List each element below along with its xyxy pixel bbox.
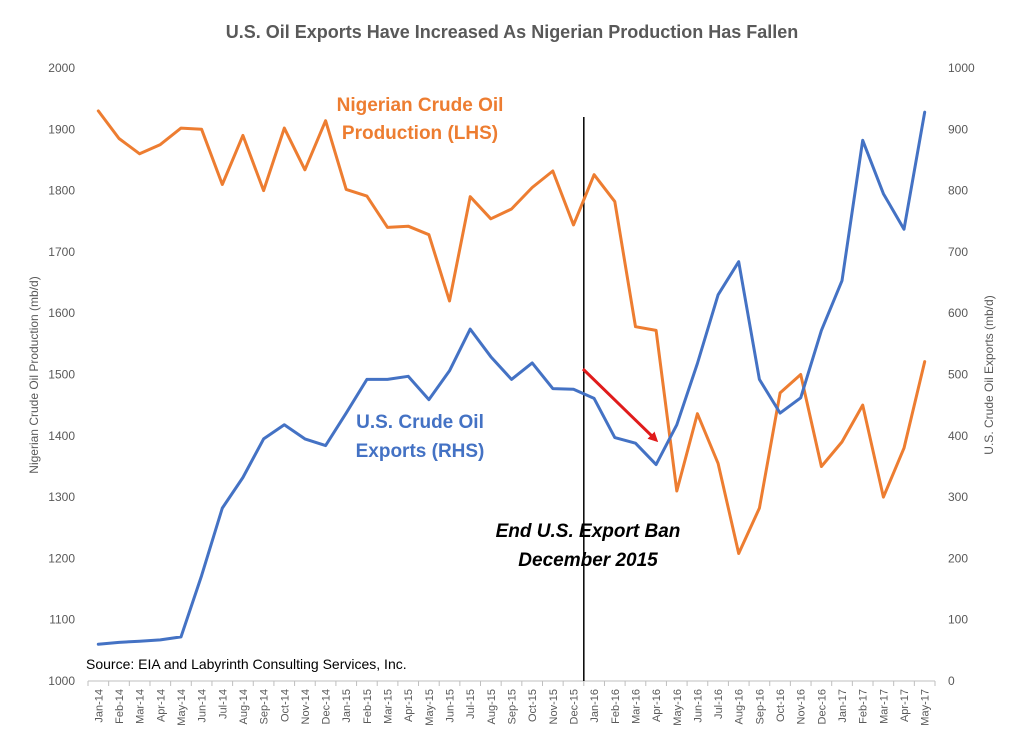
x-tick-label: Jan-17 xyxy=(837,689,849,723)
left-y-tick-label: 1700 xyxy=(48,245,75,259)
x-tick-label: Mar-14 xyxy=(135,689,147,724)
event-label-line1: End U.S. Export Ban xyxy=(496,521,681,542)
right-y-tick-label: 600 xyxy=(948,306,968,320)
x-tick-label: Jun-16 xyxy=(692,689,704,723)
x-tick-label: Aug-14 xyxy=(238,689,250,724)
x-tick-label: Feb-17 xyxy=(858,689,870,724)
x-tick-label: Oct-14 xyxy=(279,689,291,722)
x-tick-label: Dec-16 xyxy=(816,689,828,724)
blue-series-label: U.S. Crude Oil Exports (RHS) xyxy=(356,412,485,462)
x-tick-label: Jul-14 xyxy=(217,689,229,719)
x-tick-label: Jun-14 xyxy=(197,689,209,723)
x-tick-label: Feb-14 xyxy=(114,689,126,724)
left-y-tick-label: 2000 xyxy=(48,61,75,75)
x-tick-label: Aug-15 xyxy=(486,689,498,724)
left-y-tick-label: 1600 xyxy=(48,306,75,320)
right-y-tick-label: 400 xyxy=(948,429,968,443)
left-y-axis-label: Nigerian Crude Oil Production (mb/d) xyxy=(27,276,41,473)
source-note: Source: EIA and Labyrinth Consulting Ser… xyxy=(86,656,407,672)
right-y-tick-label: 900 xyxy=(948,122,968,136)
x-tick-label: Feb-16 xyxy=(610,689,622,724)
right-y-ticks: 0 100 200 300 400 500 600 700 800 900 1000 xyxy=(948,61,975,688)
x-tick-label: May-17 xyxy=(920,689,932,726)
nigerian-production-line xyxy=(96,109,927,555)
orange-label-line2: Production (LHS) xyxy=(342,123,498,144)
x-tick-label: Apr-14 xyxy=(155,689,167,722)
left-y-tick-label: 1900 xyxy=(48,122,75,136)
x-tick-label: Sep-15 xyxy=(507,689,519,724)
us-exports-line xyxy=(96,110,927,646)
x-ticks: Jan-14 Feb-14 Mar-14 Apr-14 May-14 Jun-14 Jul-… xyxy=(87,681,936,726)
left-y-tick-label: 1500 xyxy=(48,368,75,382)
x-tick-label: Jul-16 xyxy=(713,689,725,719)
x-tick-label: Sep-14 xyxy=(259,689,271,724)
right-y-tick-label: 1000 xyxy=(948,61,975,75)
decline-arrow xyxy=(581,367,659,443)
left-y-tick-label: 1000 xyxy=(48,674,75,688)
orange-label-line1: Nigerian Crude Oil xyxy=(337,95,504,116)
right-y-axis-label: U.S. Crude Oil Exports (mb/d) xyxy=(982,295,996,454)
x-tick-label: Apr-16 xyxy=(651,689,663,722)
right-y-tick-label: 800 xyxy=(948,184,968,198)
x-tick-label: Nov-16 xyxy=(796,689,808,724)
right-y-tick-label: 0 xyxy=(948,674,955,688)
left-y-tick-label: 1100 xyxy=(49,613,75,627)
right-y-tick-label: 700 xyxy=(948,245,968,259)
orange-series-label: Nigerian Crude Oil Production (LHS) xyxy=(337,95,504,144)
left-y-tick-label: 1300 xyxy=(48,490,75,504)
x-tick-label: Jan-15 xyxy=(341,689,353,723)
series-group xyxy=(96,109,927,646)
x-tick-label: May-14 xyxy=(176,689,188,726)
x-tick-label: Nov-14 xyxy=(300,689,312,724)
x-tick-label: Apr-15 xyxy=(403,689,415,722)
x-tick-label: Mar-16 xyxy=(630,689,642,724)
right-y-tick-label: 100 xyxy=(948,613,968,627)
blue-label-line1: U.S. Crude Oil xyxy=(356,412,484,433)
x-tick-label: May-16 xyxy=(672,689,684,726)
x-tick-label: Oct-16 xyxy=(775,689,787,722)
x-tick-label: Aug-16 xyxy=(734,689,746,724)
right-y-tick-label: 500 xyxy=(948,368,968,382)
left-y-tick-label: 1800 xyxy=(48,184,75,198)
x-tick-label: Oct-15 xyxy=(527,689,539,722)
blue-label-line2: Exports (RHS) xyxy=(356,441,485,462)
x-tick-label: Dec-15 xyxy=(568,689,580,724)
right-y-tick-label: 200 xyxy=(948,551,968,565)
export-ban-label: End U.S. Export Ban December 2015 xyxy=(496,521,681,571)
x-tick-label: Nov-15 xyxy=(548,689,560,724)
x-tick-label: Sep-16 xyxy=(754,689,766,724)
left-y-ticks: 1000 1100 1200 1300 1400 1500 1600 1700 1800 1900… xyxy=(48,61,75,688)
x-tick-label: Jul-15 xyxy=(465,689,477,719)
x-tick-label: Mar-17 xyxy=(878,689,890,724)
x-tick-label: Dec-14 xyxy=(321,689,333,724)
event-label-line2: December 2015 xyxy=(518,550,658,571)
x-tick-label: Jan-16 xyxy=(589,689,601,723)
x-tick-label: Jun-15 xyxy=(445,689,457,723)
left-y-tick-label: 1200 xyxy=(48,551,75,565)
x-tick-label: Mar-15 xyxy=(383,689,395,724)
x-tick-label: May-15 xyxy=(424,689,436,726)
chart-title: U.S. Oil Exports Have Increased As Niger… xyxy=(226,22,799,42)
right-y-tick-label: 300 xyxy=(948,490,968,504)
left-y-tick-label: 1400 xyxy=(48,429,75,443)
x-tick-label: Feb-15 xyxy=(362,689,374,724)
x-tick-label: Jan-14 xyxy=(93,689,105,723)
x-tick-label: Apr-17 xyxy=(899,689,911,722)
